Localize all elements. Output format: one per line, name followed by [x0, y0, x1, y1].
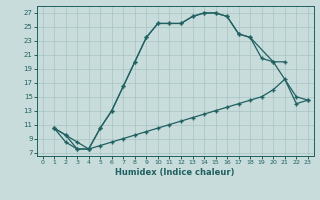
- X-axis label: Humidex (Indice chaleur): Humidex (Indice chaleur): [116, 168, 235, 177]
